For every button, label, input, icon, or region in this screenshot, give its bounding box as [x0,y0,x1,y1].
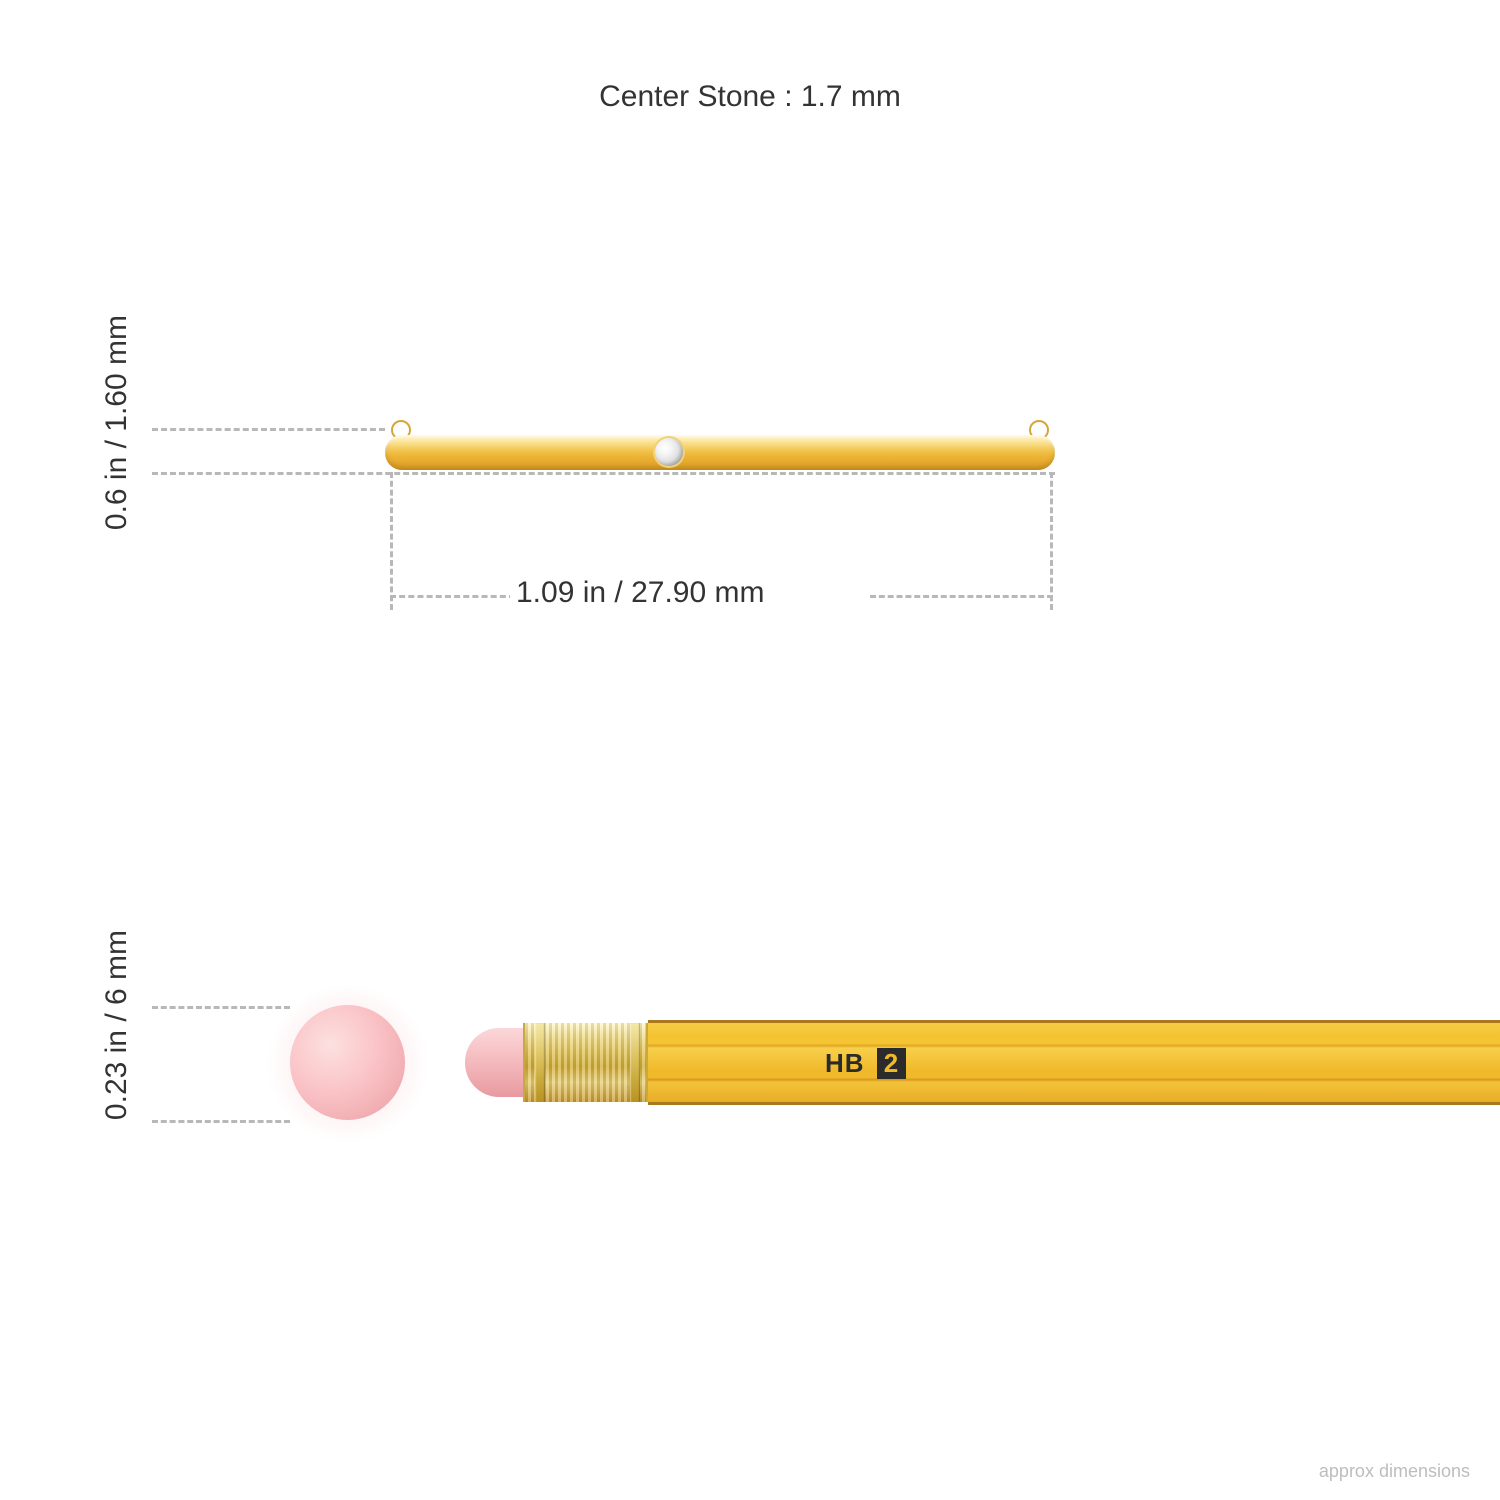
guide-line [870,595,1053,598]
guide-line [152,428,385,431]
jewelry-bar [385,430,1055,475]
pencil-icon: HB 2 [465,1020,1500,1105]
jewelry-width-label: 1.09 in / 27.90 mm [510,576,770,610]
pencil-grade-label: HB 2 [825,1048,906,1079]
scale-height-label: 0.23 in / 6 mm [100,930,134,1120]
ferrule-band-icon [630,1023,640,1102]
gold-bar-icon [385,435,1055,470]
eraser-dot-icon [290,1005,405,1120]
ferrule-band-icon [535,1023,545,1102]
pencil-edge [648,1102,1500,1105]
guide-line [152,1006,290,1009]
guide-line [390,595,515,598]
footer-note: approx dimensions [1319,1461,1470,1482]
guide-line [152,1120,290,1123]
guide-line [1050,472,1053,610]
page-title: Center Stone : 1.7 mm [0,80,1500,114]
pencil-grade-text: HB [825,1048,865,1078]
center-stone-icon [655,438,683,466]
guide-line [390,472,393,610]
jewelry-height-label: 0.6 in / 1.60 mm [100,315,134,530]
pencil-body-icon [648,1020,1500,1105]
pencil-edge [648,1020,1500,1023]
pencil-number-badge: 2 [877,1048,906,1079]
